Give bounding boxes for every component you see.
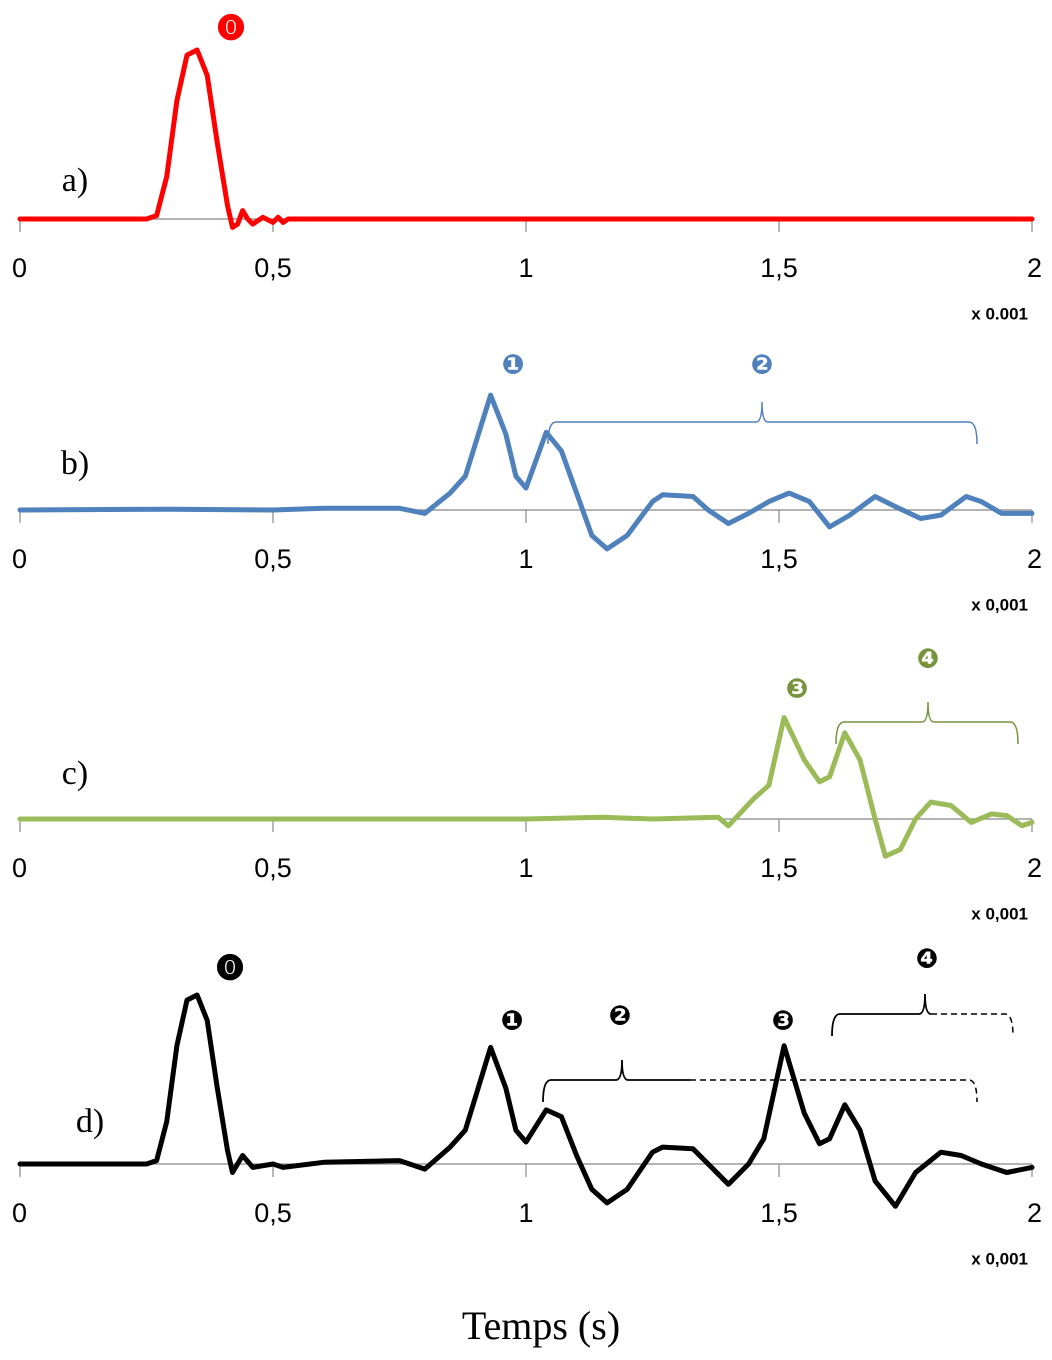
annotation: ❶ (502, 350, 525, 381)
annotation: ⓿ (218, 14, 245, 45)
x-tick-label: 1,5 (760, 853, 798, 883)
x-tick-label: 0,5 (254, 544, 292, 574)
bracket-dashed (931, 1013, 1014, 1037)
data-line (17, 715, 1035, 859)
scale-note: x 0,001 (971, 904, 1028, 923)
x-tick-label: 0 (12, 853, 27, 883)
annotation: ❷ (609, 1001, 632, 1032)
bracket (542, 1059, 690, 1103)
x-tick-label: 0,5 (254, 253, 292, 283)
scale-note: x 0.001 (971, 304, 1028, 323)
x-tick-label: 0,5 (254, 853, 292, 883)
annotation: ❹ (917, 644, 940, 675)
x-tick-label: 2 (1027, 253, 1042, 283)
scale-note: x 0,001 (971, 1249, 1028, 1268)
panel-label: c) (62, 755, 88, 792)
bracket (547, 401, 978, 445)
x-tick-label: 0,5 (254, 1198, 292, 1228)
annotation: ⓿ (217, 954, 244, 985)
panel-label: b) (61, 445, 89, 482)
x-tick-label: 1 (518, 853, 533, 883)
x-tick-label: 1,5 (760, 1198, 798, 1228)
x-tick-label: 2 (1027, 853, 1042, 883)
x-tick-label: 1 (518, 1198, 533, 1228)
panel-label: a) (62, 162, 88, 199)
x-tick-label: 1,5 (760, 544, 798, 574)
x-tick-label: 1 (518, 253, 533, 283)
annotation: ❹ (916, 944, 939, 975)
data-line (17, 992, 1035, 1209)
x-tick-label: 0 (12, 544, 27, 574)
panel-label: d) (76, 1103, 104, 1140)
x-axis-label: Temps (s) (462, 1303, 620, 1348)
data-line (17, 47, 1035, 230)
x-tick-label: 2 (1027, 544, 1042, 574)
x-tick-label: 0 (12, 253, 27, 283)
x-tick-label: 1,5 (760, 253, 798, 283)
annotation: ❷ (751, 350, 774, 381)
x-tick-label: 0 (12, 1198, 27, 1228)
x-tick-label: 1 (518, 544, 533, 574)
data-line (17, 392, 1035, 552)
annotation: ❶ (501, 1006, 524, 1037)
x-tick-label: 2 (1027, 1198, 1042, 1228)
bracket (831, 993, 932, 1037)
scale-note: x 0,001 (971, 595, 1028, 614)
bracket-dashed (690, 1079, 978, 1103)
bracket (835, 701, 1019, 745)
annotation: ❸ (786, 674, 809, 705)
annotation: ❸ (772, 1006, 795, 1037)
